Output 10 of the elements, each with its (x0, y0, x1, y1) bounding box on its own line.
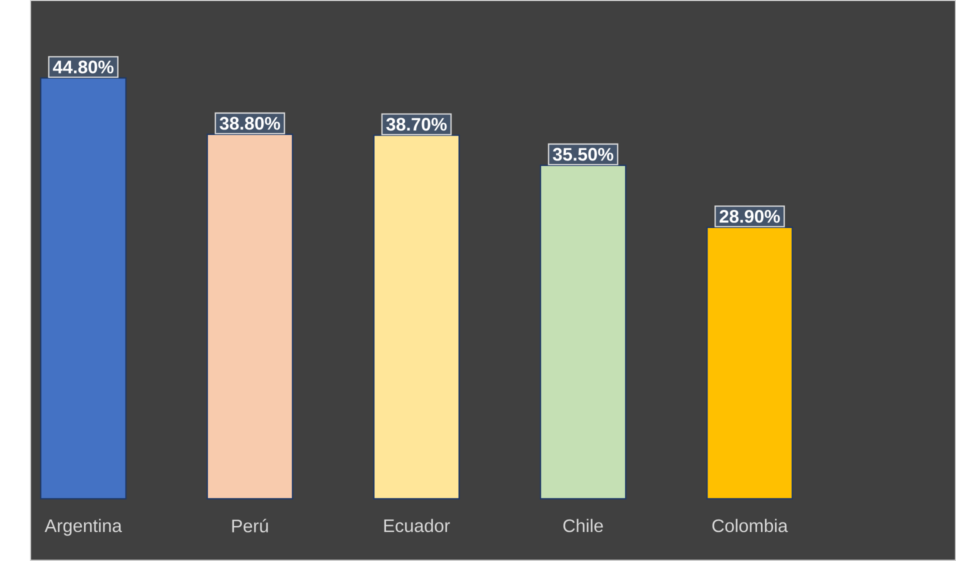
x-tick-label: Ecuador (384, 518, 450, 532)
data-label: 28.90% (720, 210, 780, 223)
x-tick-label: Colombia (712, 518, 788, 532)
data-label: 35.50% (552, 148, 614, 161)
x-tick-label: Argentina (44, 518, 122, 536)
data-label: 38.70% (386, 118, 447, 131)
x-tick-label: Chile (563, 518, 603, 532)
data-label: 38.80% (220, 117, 280, 130)
data-label: 44.80% (52, 60, 114, 74)
x-tick-label: Perú (232, 518, 268, 532)
